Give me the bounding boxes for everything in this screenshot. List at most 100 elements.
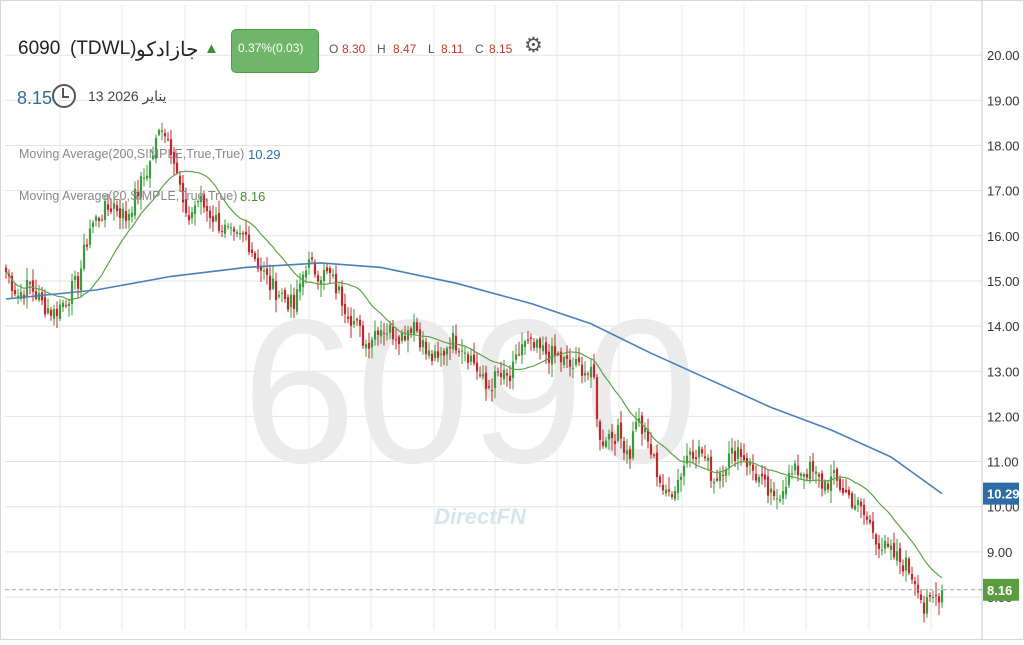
ohlc-high-value: 8.47 bbox=[393, 42, 417, 56]
candle-body bbox=[76, 276, 80, 289]
y-tick-label: 9.00 bbox=[987, 545, 1012, 560]
watermark-brand: DirectFN bbox=[434, 504, 527, 529]
gear-icon[interactable]: ⚙ bbox=[524, 34, 543, 57]
candle-body bbox=[940, 590, 944, 603]
clock-icon[interactable] bbox=[52, 84, 76, 108]
watermark-symbol: 6090 bbox=[242, 277, 698, 506]
candle-body bbox=[883, 541, 887, 549]
candle-body bbox=[451, 333, 455, 350]
candle-body bbox=[73, 275, 77, 280]
candle-body bbox=[328, 268, 332, 274]
ma20-price-tag-text: 8.16 bbox=[987, 583, 1012, 598]
candle-body bbox=[100, 219, 104, 221]
ma200-line[interactable] bbox=[5, 262, 943, 495]
candle-body bbox=[706, 457, 710, 461]
candle-body bbox=[826, 483, 830, 490]
ma20-line[interactable] bbox=[5, 170, 943, 579]
y-tick-label: 20.00 bbox=[987, 48, 1020, 63]
candle-body bbox=[634, 421, 638, 430]
candle-body bbox=[511, 361, 515, 379]
candle-body bbox=[130, 212, 134, 217]
candle-body bbox=[631, 431, 635, 458]
candle-body bbox=[598, 421, 602, 440]
candle-body bbox=[811, 461, 815, 472]
candle-body bbox=[898, 548, 902, 563]
candle-body bbox=[112, 203, 116, 209]
candle-body bbox=[64, 305, 68, 307]
ohlc-close-value: 8.15 bbox=[489, 42, 513, 56]
candle-body bbox=[874, 534, 878, 545]
ohlc-open-key: O bbox=[329, 42, 339, 56]
candle-body bbox=[469, 355, 473, 362]
change-up-triangle-icon: ▲ bbox=[204, 40, 219, 57]
candle-body bbox=[652, 454, 656, 456]
ma200-legend-label[interactable]: Moving Average(200,SIMPLE,True,True) bbox=[19, 147, 245, 161]
candle-body bbox=[118, 208, 122, 219]
candle-body bbox=[853, 505, 857, 510]
candle-body bbox=[166, 139, 170, 141]
candle-body bbox=[844, 489, 848, 493]
candle-body bbox=[421, 340, 425, 348]
candle-body bbox=[394, 339, 398, 341]
candle-body bbox=[766, 476, 770, 496]
candle-body bbox=[139, 176, 143, 198]
candle-body bbox=[793, 463, 797, 471]
candle-body bbox=[754, 473, 758, 481]
ma20-legend-label[interactable]: Moving Average(20,SIMPLE,True,True) bbox=[19, 189, 238, 203]
candle-body bbox=[226, 226, 230, 228]
candle-body bbox=[814, 471, 818, 475]
candle-body bbox=[787, 472, 791, 486]
candle-body bbox=[334, 274, 338, 294]
candle-body bbox=[406, 330, 410, 341]
candle-body bbox=[532, 342, 536, 348]
candle-body bbox=[655, 452, 659, 478]
candle-body bbox=[925, 597, 929, 614]
candle-body bbox=[910, 573, 914, 580]
candle-body bbox=[370, 339, 374, 348]
candle-body bbox=[160, 130, 164, 132]
candle-body bbox=[919, 594, 923, 601]
candle-body bbox=[838, 478, 842, 490]
candle-body bbox=[175, 162, 179, 174]
candle-body bbox=[127, 214, 131, 221]
candle-body bbox=[571, 367, 575, 369]
candle-body bbox=[931, 596, 935, 598]
candle-body bbox=[25, 280, 29, 298]
change-badge[interactable] bbox=[231, 29, 319, 73]
candle-body bbox=[172, 151, 176, 164]
candle-body bbox=[352, 320, 356, 325]
candle-body bbox=[553, 346, 557, 356]
candle-body bbox=[373, 330, 377, 340]
candle-body bbox=[361, 325, 365, 346]
grid bbox=[5, 5, 982, 630]
candle-body bbox=[181, 182, 185, 203]
candle-body bbox=[151, 155, 155, 159]
candle-body bbox=[847, 489, 851, 496]
candle-body bbox=[397, 336, 401, 345]
candle-body bbox=[358, 319, 362, 326]
candle-body bbox=[595, 377, 599, 419]
candle-body bbox=[508, 375, 512, 382]
candle-body bbox=[244, 231, 248, 235]
candle-body bbox=[715, 478, 719, 481]
candle-body bbox=[541, 345, 545, 352]
y-tick-label: 13.00 bbox=[987, 364, 1020, 379]
candle-body bbox=[436, 351, 440, 358]
candle-body bbox=[670, 494, 674, 498]
candle-body bbox=[61, 302, 65, 307]
candle-body bbox=[301, 274, 305, 288]
candle-body bbox=[871, 521, 875, 533]
candle-body bbox=[934, 594, 938, 596]
candle-body bbox=[490, 390, 494, 392]
candle-body bbox=[217, 213, 221, 231]
candle-body bbox=[85, 244, 89, 247]
ohlc-high-key: H bbox=[377, 42, 386, 56]
candle-body bbox=[832, 470, 836, 474]
company-name: جازادكو bbox=[136, 39, 199, 61]
candle-body bbox=[256, 258, 260, 269]
candle-body bbox=[667, 489, 671, 492]
candle-body bbox=[169, 139, 173, 155]
